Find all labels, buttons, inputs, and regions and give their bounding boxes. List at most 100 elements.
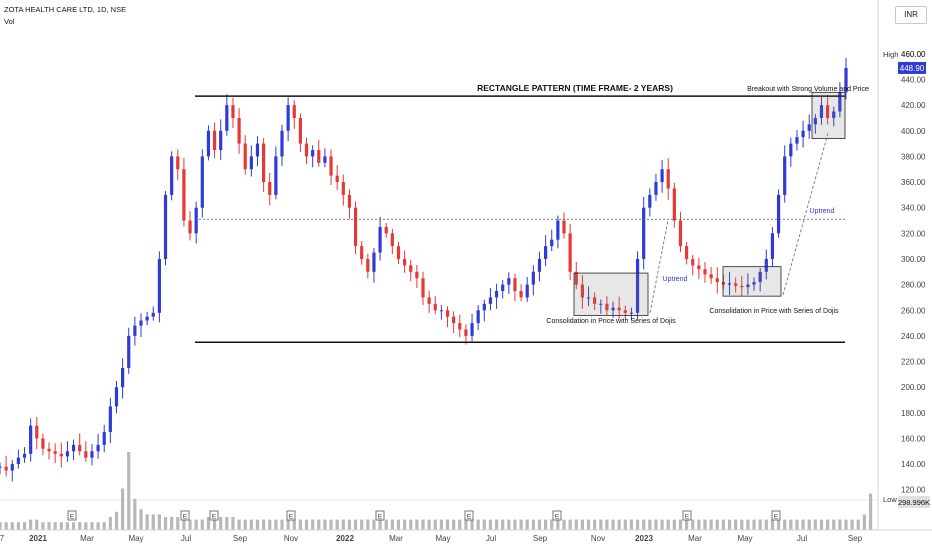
volume-bar <box>47 522 51 530</box>
volume-bar <box>513 519 517 530</box>
earnings-marker-label: E <box>555 514 560 521</box>
volume-bar <box>22 522 27 530</box>
consolidation-box-2 <box>722 266 782 297</box>
candle-body <box>133 325 137 336</box>
candle-body <box>844 67 848 93</box>
candle-body <box>801 130 805 138</box>
volume-bar <box>403 519 407 530</box>
volume-bar <box>470 519 474 530</box>
volume-bar <box>323 519 327 530</box>
candle-body <box>746 284 750 288</box>
volume-bar <box>170 517 174 530</box>
volume-bar <box>789 519 793 530</box>
consolidation-annotation-2: Consolidation in Price with Series of Do… <box>709 308 839 315</box>
volume-bar <box>826 519 830 530</box>
volume-bar <box>445 519 450 530</box>
volume-bar <box>856 519 860 530</box>
volume-bar <box>4 522 8 530</box>
volume-bar <box>691 519 695 530</box>
candle-body <box>537 258 542 272</box>
volume-bar <box>537 519 542 530</box>
candle-body <box>648 194 652 208</box>
candle-body <box>807 124 811 131</box>
breakout-box <box>811 91 846 139</box>
currency-button[interactable]: INR <box>895 6 927 24</box>
y-tick-label: 200.00 <box>901 383 926 392</box>
earnings-marker <box>682 510 692 521</box>
candle-body <box>409 265 413 272</box>
y-tick-label: 260.00 <box>901 306 926 315</box>
breakout-annotation: Breakout with Strong Volume and Price <box>747 86 869 93</box>
time-axis[interactable]: 7 2021 Mar May Jul Sep Nov 2022 Mar May Jul Sep Nov 2… <box>0 529 932 543</box>
price-axis[interactable]: 120.00 140.00 160.00 180.00 200.00 220.00 240.… <box>877 0 930 530</box>
volume-bar <box>838 519 842 530</box>
earnings-marker-label: E <box>378 514 383 521</box>
low-label: Low <box>883 495 897 504</box>
candle-body <box>170 156 174 195</box>
volume-bar <box>715 519 719 530</box>
volume-bar <box>231 517 235 530</box>
volume-bar <box>396 519 401 530</box>
volume-bar <box>844 519 848 530</box>
earnings-marker <box>771 510 781 521</box>
candle-body <box>237 117 241 144</box>
volume-bar <box>409 519 413 530</box>
y-tick-label: 160.00 <box>901 434 926 443</box>
volume-bar <box>335 519 339 530</box>
volume-bar <box>84 522 88 530</box>
candle-body <box>819 105 824 118</box>
last-price-badge <box>898 61 926 74</box>
candle-body <box>353 207 358 247</box>
candle-body <box>599 303 603 305</box>
candle-body <box>366 258 370 272</box>
y-tick-label: 360.00 <box>901 178 926 187</box>
candle-body <box>372 252 376 272</box>
candle-body <box>360 246 364 259</box>
y-tick-label: 180.00 <box>901 409 926 418</box>
candle-body <box>544 246 548 259</box>
volume-bar <box>29 519 33 530</box>
y-tick-label: 120.00 <box>901 486 926 495</box>
candle-body <box>163 194 168 259</box>
candle-body <box>157 258 161 313</box>
volume-bar <box>298 519 302 530</box>
y-tick-label: 280.00 <box>901 281 926 290</box>
candle-body <box>151 312 155 317</box>
volume-bar <box>727 519 732 530</box>
volume-bar <box>709 519 713 530</box>
volume-value: 298.996K <box>898 498 930 507</box>
volume-bar <box>599 519 603 530</box>
volume-bar <box>452 519 456 530</box>
volume-bar <box>850 519 854 530</box>
candle-body <box>734 283 738 286</box>
y-tick-label: 440.00 <box>901 75 926 84</box>
volume-bar <box>476 519 480 530</box>
candle-body <box>795 137 799 144</box>
candle-body <box>586 297 591 299</box>
candle-body <box>568 233 572 272</box>
candle-body <box>623 310 627 313</box>
volume-bar <box>78 522 82 530</box>
candle-body <box>494 291 499 298</box>
volume-bar <box>262 519 266 530</box>
candle-body <box>611 307 615 311</box>
volume-bar <box>176 517 180 530</box>
y-tick-label: 320.00 <box>901 229 926 238</box>
candle-body <box>280 130 284 157</box>
candle-body <box>752 282 756 285</box>
volume-bar <box>795 519 799 530</box>
volume-bar <box>544 519 548 530</box>
candle-body <box>329 156 333 176</box>
earnings-marker <box>286 510 296 521</box>
candle-body <box>427 297 431 304</box>
volume-bar <box>59 522 63 530</box>
volume-bar <box>635 519 640 530</box>
candlesticks <box>0 57 848 482</box>
candle-body <box>709 274 713 279</box>
candle-body <box>341 182 345 195</box>
candle-body <box>335 175 339 183</box>
volume-bar <box>102 522 106 530</box>
volume-bar <box>568 519 572 530</box>
